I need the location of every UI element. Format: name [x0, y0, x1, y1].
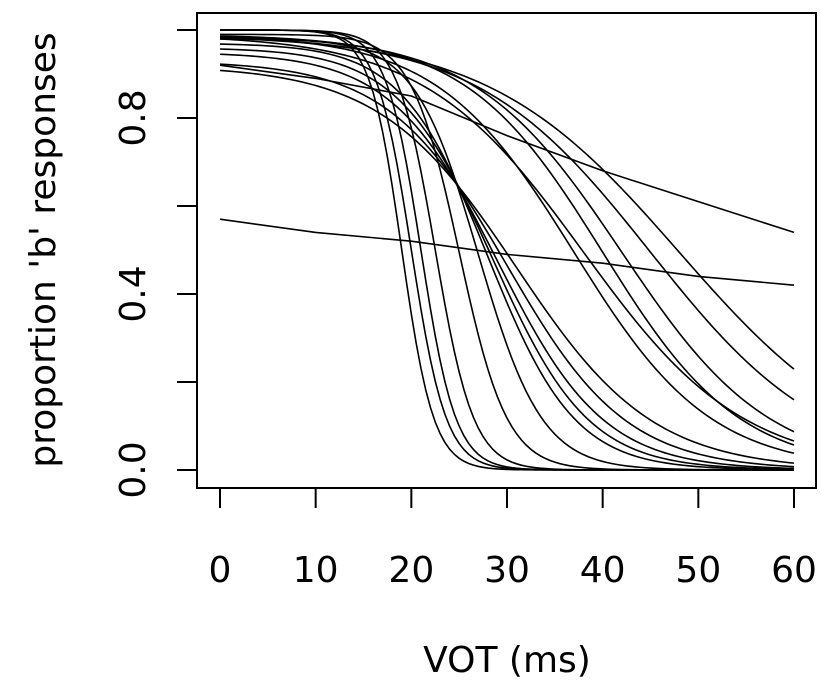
- series-line-7: [219, 43, 795, 471]
- series-line-8: [219, 48, 795, 471]
- x-axis: 0 10 20 30 40 50 60: [209, 487, 817, 591]
- x-tick-label-30: 30: [484, 550, 530, 591]
- y-tick-label-0.0: 0.0: [113, 441, 154, 498]
- y-tick-label-0.8: 0.8: [113, 89, 154, 146]
- series-line-14: [219, 35, 795, 446]
- y-axis-title: proportion 'b' responses: [23, 32, 64, 467]
- series-line-18: [219, 64, 795, 234]
- series-line-10: [219, 63, 795, 468]
- y-axis: 0.0 0.4 0.8: [113, 29, 198, 499]
- series-line-12: [219, 36, 795, 455]
- series-line-15: [219, 35, 795, 433]
- series-line-11: [219, 69, 795, 464]
- series-line-13: [219, 38, 795, 442]
- curves-group: [219, 29, 795, 471]
- series-line-9: [219, 53, 795, 470]
- x-tick-label-20: 20: [388, 550, 434, 591]
- x-tick-label-40: 40: [580, 550, 626, 591]
- x-tick-label-0: 0: [209, 550, 232, 591]
- series-line-17: [219, 37, 795, 370]
- series-line-19: [219, 218, 795, 286]
- x-tick-label-60: 60: [771, 550, 817, 591]
- x-axis-title: VOT (ms): [423, 640, 591, 681]
- x-tick-label-10: 10: [293, 550, 339, 591]
- x-tick-label-50: 50: [675, 550, 721, 591]
- y-tick-label-0.4: 0.4: [113, 265, 154, 322]
